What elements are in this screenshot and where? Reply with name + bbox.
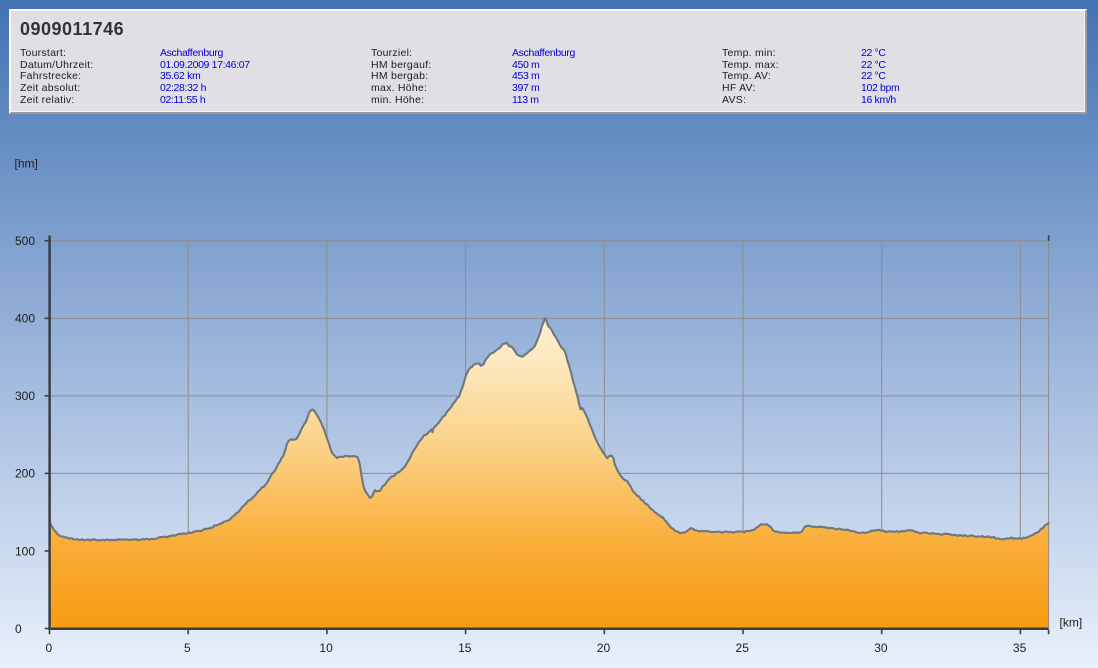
- svg-text:[km]: [km]: [1060, 616, 1083, 630]
- svg-text:35: 35: [1013, 641, 1027, 655]
- svg-text:0: 0: [45, 641, 52, 655]
- svg-text:25: 25: [736, 641, 750, 655]
- svg-text:500: 500: [15, 234, 35, 248]
- svg-text:20: 20: [597, 641, 611, 655]
- svg-text:0: 0: [15, 622, 22, 636]
- svg-text:400: 400: [15, 312, 35, 326]
- svg-text:[hm]: [hm]: [15, 157, 38, 171]
- svg-text:15: 15: [458, 641, 472, 655]
- svg-text:30: 30: [874, 641, 888, 655]
- svg-text:100: 100: [15, 544, 35, 558]
- svg-text:10: 10: [319, 641, 333, 655]
- svg-text:300: 300: [15, 389, 35, 403]
- svg-text:5: 5: [184, 641, 191, 655]
- svg-text:200: 200: [15, 467, 35, 481]
